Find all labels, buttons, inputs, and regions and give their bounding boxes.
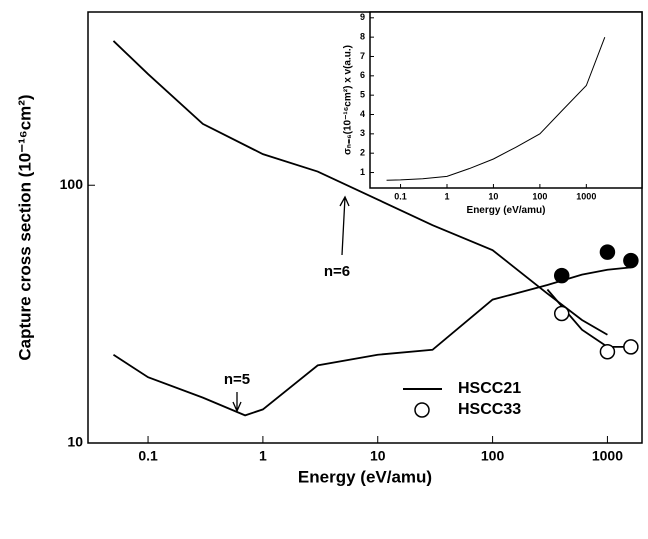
x-tick-label: 10 [488, 191, 498, 201]
inset-frame [369, 11, 643, 189]
curve [386, 36, 606, 181]
y-tick-label: 10 [67, 434, 83, 450]
x-tick-label: 1 [444, 191, 449, 201]
arrow [339, 195, 350, 256]
x-axis-label: Energy (eV/amu) [298, 467, 432, 486]
legend-marker [414, 402, 430, 418]
annotation: n=5 [224, 371, 250, 388]
marker [553, 305, 570, 322]
marker [599, 343, 616, 360]
x-tick-label: 100 [532, 191, 547, 201]
marker [553, 267, 570, 284]
x-tick-label: 100 [481, 448, 505, 464]
x-tick-label: 0.1 [394, 191, 407, 201]
marker [599, 244, 616, 260]
plot-frame [87, 11, 643, 444]
y-tick-label: 3 [360, 128, 365, 138]
x-axis-label: Energy (eV/amu) [467, 205, 546, 216]
y-tick-label: 7 [360, 51, 365, 61]
y-tick-label: 100 [60, 176, 84, 192]
y-tick-label: 6 [360, 70, 365, 80]
marker [623, 252, 639, 269]
arrow [232, 392, 242, 413]
y-axis-label: σₙ₌₆(10⁻¹⁶cm²) x v(a.u.) [343, 45, 354, 155]
x-tick-label: 1000 [592, 448, 623, 464]
y-tick-label: 2 [360, 148, 365, 158]
x-tick-label: 1000 [576, 191, 596, 201]
y-axis-label: Capture cross section (10⁻¹⁶cm²) [15, 94, 34, 360]
x-tick-label: 10 [370, 448, 386, 464]
curve [112, 266, 631, 417]
legend-label: HSCC21 [458, 380, 521, 397]
y-tick-label: 1 [360, 167, 365, 177]
x-tick-label: 0.1 [138, 448, 158, 464]
y-tick-label: 9 [360, 12, 365, 22]
annotation: n=6 [324, 263, 350, 280]
legend-label: HSCC33 [458, 401, 521, 418]
y-tick-label: 5 [360, 90, 365, 100]
x-tick-label: 1 [259, 448, 267, 464]
y-tick-label: 4 [360, 109, 365, 119]
y-tick-label: 8 [360, 32, 365, 42]
marker [623, 339, 639, 355]
